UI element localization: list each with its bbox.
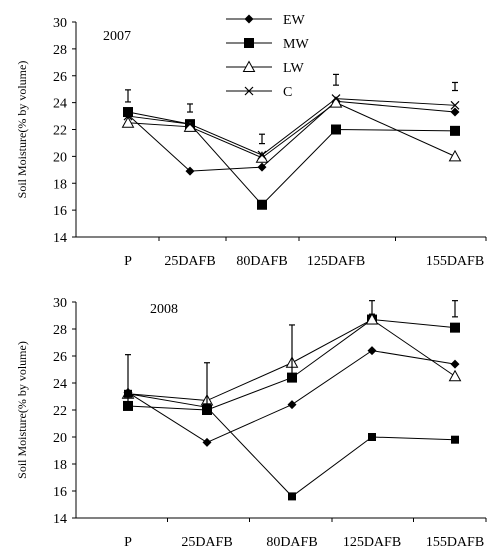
error-bar [125,354,131,404]
error-bar [452,81,458,92]
y-tick-label: 28 [53,43,67,58]
y-tick-label: 22 [53,124,67,139]
error-bar [204,362,210,415]
data-point [331,94,341,104]
y-tick-label: 24 [53,97,67,112]
x-tick-label: 155DAFB [426,254,484,269]
data-point [331,124,341,135]
data-point [123,400,133,411]
y-tick-label: 18 [53,458,67,473]
y-tick-label: 26 [53,350,67,365]
x-tick-label: P [124,535,132,550]
y-tick-label: 14 [53,512,67,527]
y-tick-label: 14 [53,231,67,246]
data-point [185,166,195,176]
x-tick-label: 80DAFB [266,535,317,550]
y-axis-title: Soil Moisture(% by volume) [15,61,29,199]
x-tick-label: P [124,254,132,269]
legend-marker [242,60,256,72]
y-tick-label: 20 [53,431,67,446]
data-point [450,100,460,110]
series-LW [121,96,462,163]
y-tick-label: 28 [53,323,67,338]
error-bar [187,103,193,113]
y-tick-label: 16 [53,485,67,500]
data-point [450,359,460,369]
error-bar [125,89,131,103]
data-point [448,369,462,382]
legend-label: EW [283,13,306,28]
legend-label: MW [283,37,309,52]
data-point [368,433,376,441]
legend: EW MW LW C [226,13,309,100]
data-point [121,116,135,128]
series-C [123,94,460,160]
data-point [257,162,267,172]
data-point [365,313,379,325]
data-point [450,125,460,136]
y-tick-label: 20 [53,150,67,165]
x-tick-label: 155DAFB [426,535,484,550]
error-bar [369,300,375,315]
chart-panel-2007: 14 16 18 20 22 24 26 28 30 P 25DAFB 80DAFB 125DAFB 15… [15,13,487,269]
y-tick-label: 16 [53,204,67,219]
data-point [367,346,377,356]
legend-marker [244,86,254,96]
data-point [287,400,297,410]
data-point [288,492,296,501]
legend-marker [244,38,254,48]
data-point [287,372,297,383]
series-line [127,98,456,156]
y-tick-label: 30 [53,16,67,31]
y-tick-label: 18 [53,177,67,192]
x-tick-label: 125DAFB [343,535,401,550]
data-point [123,111,133,121]
year-label: 2007 [103,29,131,44]
legend-label: LW [283,61,305,76]
error-bar [289,324,295,377]
data-point [448,149,462,162]
x-tick-label: 125DAFB [307,254,365,269]
y-tick-label: 30 [53,296,67,311]
data-point [202,437,212,447]
series-line [127,393,456,498]
data-point [185,119,195,129]
data-point [123,107,133,118]
y-axis-title: Soil Moisture(% by volume) [15,341,29,479]
data-point [450,107,460,117]
error-bar [333,73,339,86]
y-tick-label: 24 [53,377,67,392]
error-bar [259,133,265,145]
y-tick-label: 22 [53,404,67,419]
legend-marker [244,14,254,24]
year-label: 2008 [150,302,178,317]
data-point [450,322,460,333]
data-point [451,435,459,444]
data-point [257,150,267,160]
error-bar [452,300,458,318]
data-point [257,199,267,210]
legend-label: C [283,85,292,100]
x-tick-label: 25DAFB [181,535,232,550]
chart-panel-2008: 14 16 18 20 22 24 26 28 30 P 25DAFB 80DAFB 125DAFB 15… [15,296,487,550]
y-tick-label: 26 [53,70,67,85]
x-tick-label: 80DAFB [236,254,287,269]
x-tick-label: 25DAFB [164,254,215,269]
